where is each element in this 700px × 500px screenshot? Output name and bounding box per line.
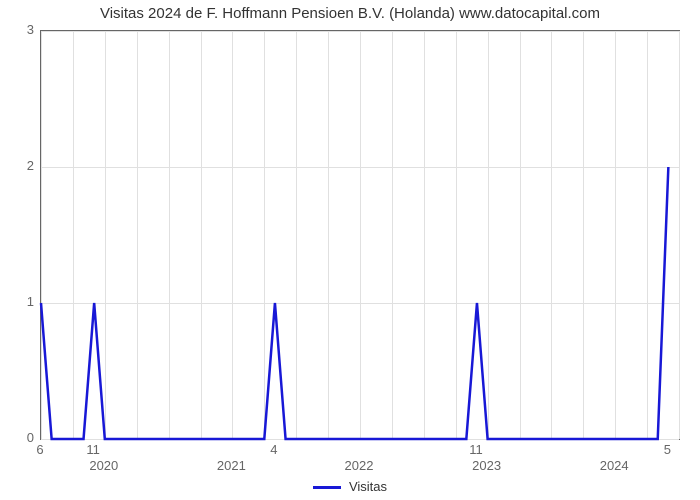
legend-swatch [313, 486, 341, 489]
x-year-label: 2024 [600, 458, 629, 473]
y-tick-label: 0 [4, 430, 34, 445]
x-tick-label: 4 [270, 442, 277, 457]
x-year-label: 2021 [217, 458, 246, 473]
legend-label: Visitas [349, 479, 387, 494]
y-tick-label: 3 [4, 22, 34, 37]
x-tick-label: 5 [664, 442, 671, 457]
x-tick-label: 6 [36, 442, 43, 457]
series-line [41, 167, 668, 439]
x-year-label: 2023 [472, 458, 501, 473]
x-tick-label: 11 [469, 442, 483, 457]
chart-title: Visitas 2024 de F. Hoffmann Pensioen B.V… [0, 5, 700, 22]
plot-area [40, 30, 680, 440]
legend: Visitas [0, 479, 700, 494]
gridline-v [679, 31, 680, 439]
chart-container: Visitas 2024 de F. Hoffmann Pensioen B.V… [0, 0, 700, 500]
y-tick-label: 1 [4, 294, 34, 309]
x-year-label: 2022 [345, 458, 374, 473]
line-series [41, 31, 679, 439]
y-tick-label: 2 [4, 158, 34, 173]
x-year-label: 2020 [89, 458, 118, 473]
x-tick-label: 11 [86, 442, 100, 457]
